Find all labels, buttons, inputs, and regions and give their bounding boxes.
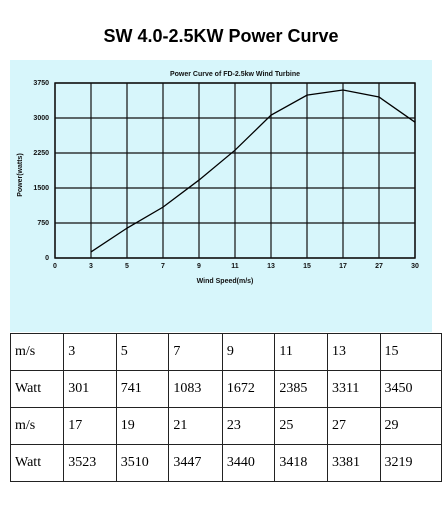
table-cell: 741: [115, 370, 170, 408]
table-cell: 9: [221, 333, 276, 371]
chart-panel: [10, 60, 432, 332]
y-tick-label: 1500: [33, 185, 49, 192]
table-cell: 2385: [274, 370, 328, 408]
x-tick-label: 11: [231, 263, 239, 270]
x-tick-label: 7: [161, 263, 165, 270]
x-tick-label: 13: [267, 263, 275, 270]
x-tick-label: 15: [303, 263, 311, 270]
table-cell: Watt: [9, 370, 65, 408]
table-row: Watt 3523 3510 3447 3440 3418 3381 3219: [9, 444, 442, 482]
table-cell: 19: [115, 407, 170, 445]
table-cell: 3510: [115, 444, 170, 482]
power-curve: [90, 89, 416, 253]
table-cell: 11: [274, 333, 328, 371]
table-cell: 3219: [379, 444, 442, 482]
x-tick-label: 17: [339, 263, 347, 270]
table-row: Watt 301 741 1083 1672 2385 3311 3450: [9, 370, 442, 408]
table-cell: Watt: [9, 444, 65, 482]
y-tick-label: 0: [45, 255, 49, 262]
data-table: m/s 3 5 7 9 11 13 15 Watt 301 741 1083 1672 2385 3311 3…: [9, 333, 442, 482]
chart-title: Power Curve of FD-2.5kw Wind Turbine: [170, 71, 300, 78]
y-axis-label: Power(watts): [17, 153, 24, 197]
table-cell: 1672: [221, 370, 276, 408]
y-tick-label: 750: [37, 220, 49, 227]
x-tick-label: 5: [125, 263, 129, 270]
y-tick-label: 2250: [33, 150, 49, 157]
x-tick-label: 9: [197, 263, 201, 270]
table-cell: 3381: [326, 444, 381, 482]
y-tick-label: 3750: [33, 80, 49, 87]
table-row: m/s 3 5 7 9 11 13 15: [9, 333, 442, 371]
table-cell: 23: [221, 407, 276, 445]
plot-frame: [54, 82, 416, 259]
table-cell: 5: [115, 333, 170, 371]
table-cell: 3440: [221, 444, 276, 482]
table-cell: 3523: [63, 444, 117, 482]
table-cell: 1083: [168, 370, 223, 408]
x-tick-label: 30: [411, 263, 419, 270]
table-cell: 27: [326, 407, 381, 445]
x-tick-label: 3: [89, 263, 93, 270]
table-cell: 17: [63, 407, 117, 445]
x-tick-label: 0: [53, 263, 57, 270]
x-axis-label: Wind Speed(m/s): [197, 278, 254, 285]
table-cell: 3311: [326, 370, 381, 408]
table-cell: m/s: [9, 333, 65, 371]
table-cell: 21: [168, 407, 223, 445]
table-cell: 15: [379, 333, 442, 371]
chart: Power Curve of FD-2.5kw Wind Turbine Win…: [17, 71, 419, 285]
page-title: SW 4.0-2.5KW Power Curve: [103, 26, 339, 46]
table-cell: 7: [168, 333, 223, 371]
table-cell: 13: [326, 333, 381, 371]
table-cell: 301: [63, 370, 117, 408]
table-cell: 3447: [168, 444, 223, 482]
table-cell: 25: [274, 407, 328, 445]
table-row: m/s 17 19 21 23 25 27 29: [9, 407, 442, 445]
table-cell: 3450: [379, 370, 442, 408]
table-cell: 3418: [274, 444, 328, 482]
table-cell: m/s: [9, 407, 65, 445]
y-tick-label: 3000: [33, 115, 49, 122]
table-cell: 29: [379, 407, 442, 445]
table-cell: 3: [63, 333, 117, 371]
x-tick-label: 27: [375, 263, 383, 270]
